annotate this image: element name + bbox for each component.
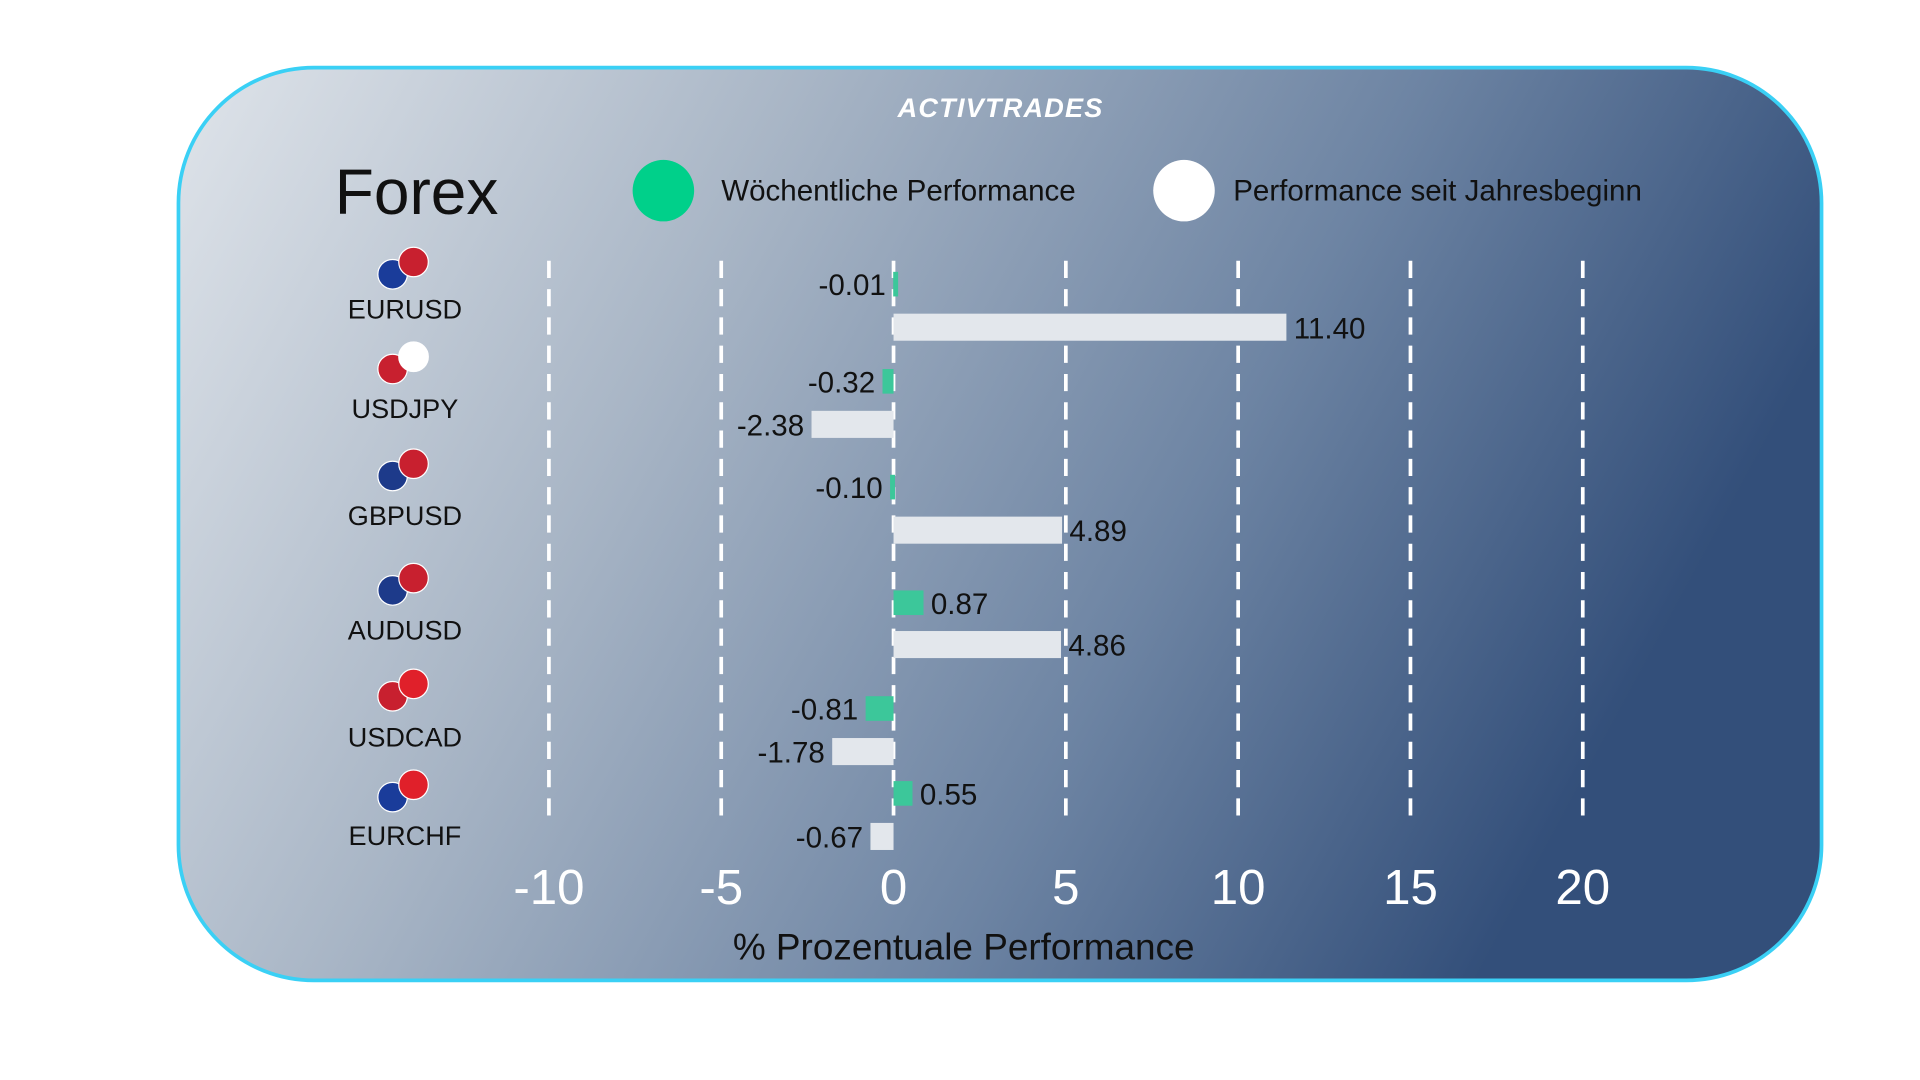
- data-label: -2.38: [737, 409, 804, 442]
- data-label: 11.40: [1294, 312, 1366, 345]
- ytd-bar-eurchf: [870, 822, 894, 850]
- data-label: -1.78: [758, 737, 825, 770]
- data-label: 4.86: [1068, 630, 1125, 663]
- ytd-bar-gbpusd: [893, 516, 1063, 544]
- data-label: -0.10: [815, 472, 882, 505]
- category-label: EURUSD: [348, 295, 462, 325]
- data-label: 4.89: [1069, 515, 1126, 548]
- category-label: USDCAD: [348, 723, 462, 753]
- data-label: 0.55: [920, 778, 977, 811]
- ytd-bar-usdcad: [832, 738, 894, 766]
- category-label: USDJPY: [352, 394, 459, 424]
- data-label: -0.01: [819, 269, 886, 302]
- legend-weekly-swatch: [632, 159, 695, 222]
- x-tick-label: -10: [513, 860, 584, 915]
- weekly-bar-audusd: [893, 590, 924, 616]
- weekly-bar-usdjpy: [882, 369, 894, 394]
- ytd-bar-usdjpy: [811, 410, 894, 438]
- weekly-bar-eurchf: [893, 781, 913, 806]
- flag-icon-eurusd: [377, 246, 429, 290]
- x-tick-label: 5: [1052, 860, 1079, 915]
- flag-icon-usdjpy: [377, 341, 429, 385]
- x-tick-label: 10: [1211, 860, 1266, 915]
- category-label: GBPUSD: [348, 501, 462, 531]
- legend-ytd-swatch: [1153, 159, 1215, 222]
- legend-ytd-label: Performance seit Jahresbeginn: [1233, 175, 1642, 208]
- ytd-bar-eurusd: [893, 313, 1287, 341]
- x-tick-label: 0: [880, 860, 907, 915]
- data-label: -0.32: [808, 366, 875, 399]
- weekly-bar-usdcad: [865, 696, 894, 721]
- category-label: EURCHF: [349, 821, 462, 851]
- x-tick-label: -5: [699, 860, 743, 915]
- category-label: AUDUSD: [348, 616, 462, 646]
- legend-weekly-label: Wöchentliche Performance: [721, 175, 1075, 208]
- data-label: -0.67: [796, 822, 863, 855]
- x-tick-label: 15: [1383, 860, 1438, 915]
- weekly-bar-eurusd: [893, 271, 899, 297]
- flag-icon-audusd: [377, 562, 429, 606]
- x-axis-title: % Prozentuale Performance: [733, 926, 1195, 967]
- data-label: 0.87: [931, 588, 988, 621]
- weekly-bar-gbpusd: [890, 474, 896, 500]
- brand-logo: ACTIVTRADES: [897, 93, 1104, 123]
- data-label: -0.81: [791, 694, 858, 727]
- flag-icon-usdcad: [377, 668, 429, 712]
- flag-icon-gbpusd: [377, 448, 429, 492]
- ytd-bar-audusd: [893, 631, 1062, 659]
- chart-title: Forex: [335, 156, 499, 228]
- flag-icon-eurchf: [377, 769, 429, 813]
- x-tick-label: 20: [1555, 860, 1610, 915]
